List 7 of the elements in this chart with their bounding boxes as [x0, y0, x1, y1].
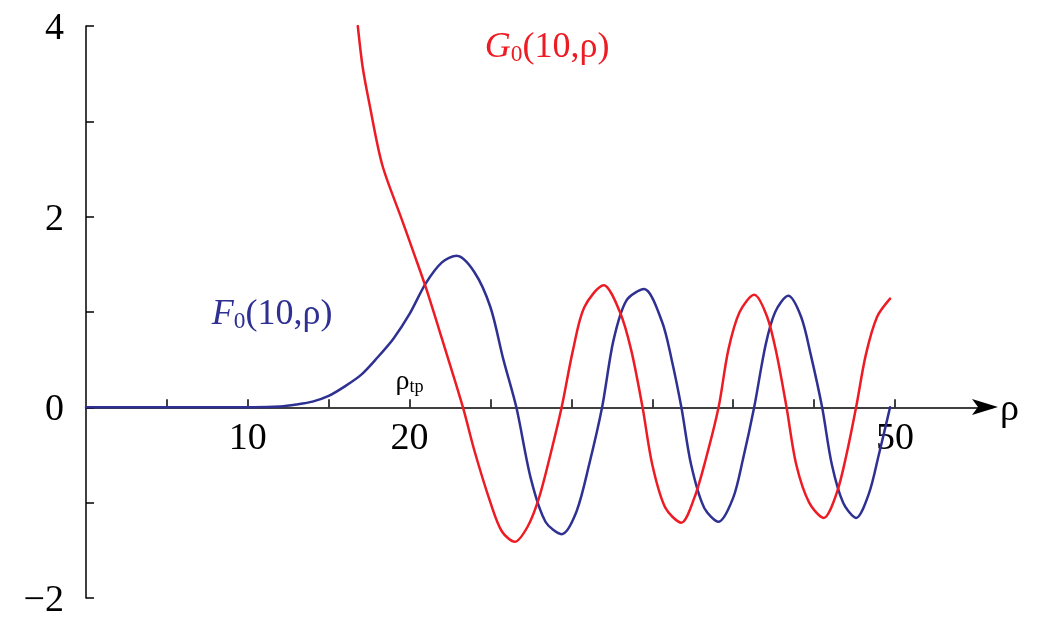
y-tick-label: 4 — [45, 5, 64, 47]
y-tick-label: 0 — [45, 386, 64, 429]
y-tick-label: 2 — [45, 195, 64, 238]
x-tick-label: 10 — [228, 415, 267, 458]
y-tick-label: −2 — [23, 577, 64, 619]
x-axis-title: ρ — [1000, 386, 1019, 429]
x-tick-label: 20 — [390, 415, 429, 458]
